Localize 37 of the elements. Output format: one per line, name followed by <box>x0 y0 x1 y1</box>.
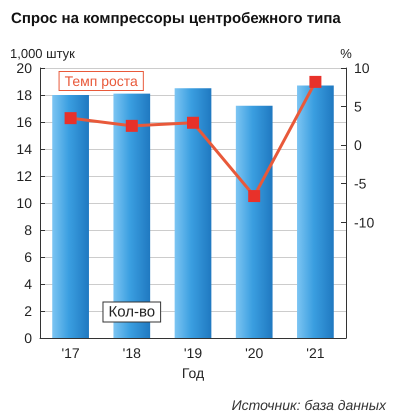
point <box>187 116 199 129</box>
y-tick-label: 2 <box>24 303 32 319</box>
y-tick-label: 20 <box>16 60 32 76</box>
point <box>64 112 77 124</box>
y2-tick-label: 5 <box>354 98 362 115</box>
series-label: Кол-во <box>108 304 156 320</box>
y2-tick-label: -5 <box>354 176 367 192</box>
y-tick-label: 8 <box>24 222 32 238</box>
y-tick-label: 6 <box>24 249 32 265</box>
y2-axis-title: % <box>340 46 352 61</box>
y-tick-label: 12 <box>16 168 32 184</box>
x-tick-label: '17 <box>61 345 80 361</box>
x-tick-label: '20 <box>245 345 264 361</box>
point <box>248 190 260 202</box>
y-tick-label: 14 <box>16 141 32 157</box>
x-tick-label: '18 <box>122 345 142 361</box>
text: Источник: база данных <box>232 397 387 413</box>
point <box>126 120 138 132</box>
x-tick-label: '21 <box>306 345 325 361</box>
bar <box>236 106 273 338</box>
y-tick-label: 16 <box>16 114 32 130</box>
y-tick-label: 18 <box>16 87 32 103</box>
bar <box>52 95 89 338</box>
bar <box>297 86 334 338</box>
y2-tick-label: 10 <box>354 60 370 76</box>
chart-title: Спрос на компрессоры центробежного типа <box>11 10 342 27</box>
y-axis-title: 1,000 штук <box>10 46 76 61</box>
point <box>309 76 322 88</box>
series-label: Темп роста <box>64 73 138 89</box>
y2-tick-label: 0 <box>354 137 362 154</box>
x-axis-title: Год <box>182 365 204 381</box>
y-tick-label: 0 <box>24 330 32 346</box>
y-tick-label: 10 <box>16 195 32 211</box>
y2-tick-label: -10 <box>354 214 374 230</box>
x-tick-label: '19 <box>184 345 202 361</box>
bar <box>174 88 212 338</box>
y-tick-label: 4 <box>24 276 32 292</box>
